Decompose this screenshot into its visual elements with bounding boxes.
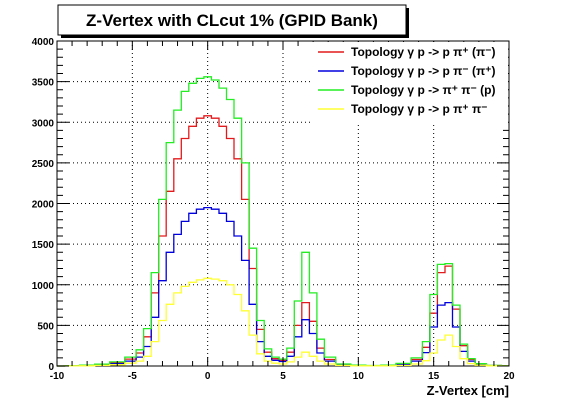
legend-label-1: Topology γ p -> p π⁺ (π⁻) xyxy=(351,45,495,59)
legend-label-4: Topology γ p -> p π⁺ π⁻ xyxy=(351,102,487,116)
legend-background xyxy=(312,42,508,124)
series-line-2 xyxy=(57,206,509,367)
chart-title: Z-Vertex with CLcut 1% (GPID Bank) xyxy=(86,11,378,30)
title-box: Z-Vertex with CLcut 1% (GPID Bank) xyxy=(57,4,409,38)
y-tick-label: 3500 xyxy=(32,78,55,89)
x-tick-label: 20 xyxy=(503,371,515,382)
x-tick-label: 15 xyxy=(428,371,440,382)
y-tick-labels: 0 500 1000 1500 2000 2500 3000 3500 4000 xyxy=(32,37,55,373)
x-tick-label: 5 xyxy=(280,371,286,382)
series-lines xyxy=(57,76,509,367)
y-tick-label: 2000 xyxy=(32,200,55,211)
series-line-3 xyxy=(57,76,509,367)
x-tick-label: -10 xyxy=(50,371,65,382)
y-tick-label: 1000 xyxy=(32,281,55,292)
y-tick-label: 3000 xyxy=(32,118,55,129)
x-axis-title: Z-Vertex [cm] xyxy=(427,383,509,398)
legend: Topology γ p -> p π⁺ (π⁻) Topology γ p ->… xyxy=(312,42,508,124)
x-tick-label: -5 xyxy=(128,371,137,382)
title-box-frame xyxy=(57,4,407,36)
x-tick-label: 10 xyxy=(353,371,365,382)
x-tick-label: 0 xyxy=(205,371,211,382)
legend-label-3: Topology γ p -> π⁺ π⁻ (p) xyxy=(351,83,495,97)
y-tick-label: 2500 xyxy=(32,159,55,170)
y-tick-label: 0 xyxy=(48,362,54,373)
y-tick-label: 1500 xyxy=(32,240,55,251)
series-line-4 xyxy=(57,277,509,367)
x-tick-labels: -10 -5 0 5 10 15 20 xyxy=(50,371,515,382)
legend-label-2: Topology γ p -> p π⁻ (π⁺) xyxy=(351,64,495,78)
y-tick-label: 500 xyxy=(37,321,54,332)
y-tick-label: 4000 xyxy=(32,37,55,48)
